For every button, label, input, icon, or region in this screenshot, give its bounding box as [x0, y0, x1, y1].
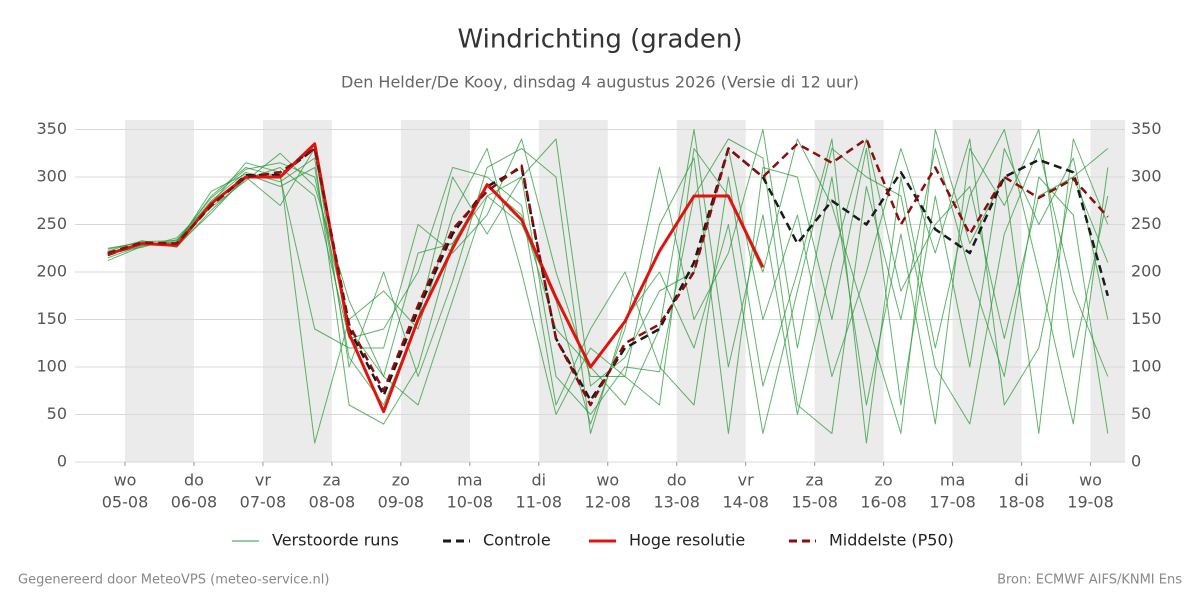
chart-title: Windrichting (graden) — [457, 25, 742, 55]
y2-tick-label: 300 — [1131, 167, 1162, 186]
legend-label: Hoge resolutie — [629, 531, 745, 550]
ensemble-line — [107, 138, 1109, 434]
x-tick-weekday: wo — [1079, 471, 1102, 490]
day-band — [400, 120, 470, 462]
legend-label: Verstoorde runs — [272, 531, 399, 550]
x-tick-weekday: di — [531, 471, 546, 490]
ensemble-line — [107, 148, 1109, 434]
x-tick-weekday: vr — [738, 471, 754, 490]
x-tick-weekday: za — [323, 471, 341, 490]
legend-label: Controle — [483, 531, 551, 550]
x-tick-label: 07-08 — [240, 493, 287, 512]
chart-subtitle: Den Helder/De Kooy, dinsdag 4 augustus 2… — [341, 73, 859, 92]
x-tick-label: 12-08 — [585, 493, 632, 512]
x-tick-label: 10-08 — [447, 493, 494, 512]
day-band — [125, 120, 194, 462]
y2-tick-label: 100 — [1131, 357, 1162, 376]
y2-tick-label: 250 — [1131, 214, 1162, 233]
x-tick-label: 06-08 — [171, 493, 218, 512]
x-tick-label: 14-08 — [722, 493, 769, 512]
x-tick-weekday: di — [1014, 471, 1029, 490]
ensemble-line — [107, 129, 1109, 444]
y2-tick-label: 50 — [1131, 404, 1151, 423]
y2-tick-label: 150 — [1131, 309, 1162, 328]
y-tick-label: 200 — [36, 262, 67, 281]
y-tick-label: 0 — [57, 452, 67, 471]
y-tick-label: 350 — [36, 119, 67, 138]
x-tick-label: 05-08 — [102, 493, 149, 512]
x-tick-label: 18-08 — [998, 493, 1045, 512]
x-tick-label: 11-08 — [516, 493, 563, 512]
day-band — [262, 120, 332, 462]
x-tick-label: 15-08 — [791, 493, 838, 512]
x-tick-label: 09-08 — [378, 493, 425, 512]
x-tick-weekday: do — [667, 471, 687, 490]
footer-left: Gegenereerd door MeteoVPS (meteo-service… — [18, 573, 329, 588]
ensemble-line — [107, 129, 1109, 415]
legend-label: Middelste (P50) — [829, 531, 954, 550]
footer-right: Bron: ECMWF AIFS/KNMI Ens — [997, 573, 1182, 588]
x-tick-label: 13-08 — [653, 493, 700, 512]
x-tick-weekday: ma — [940, 471, 965, 490]
y-tick-label: 50 — [47, 404, 67, 423]
x-tick-label: 17-08 — [929, 493, 976, 512]
x-tick-weekday: vr — [255, 471, 271, 490]
y2-tick-label: 350 — [1131, 119, 1162, 138]
y2-tick-label: 200 — [1131, 262, 1162, 281]
x-tick-weekday: zo — [875, 471, 893, 490]
y2-tick-label: 0 — [1131, 452, 1141, 471]
x-tick-weekday: za — [806, 471, 824, 490]
day-band — [952, 120, 1022, 462]
x-tick-weekday: ma — [457, 471, 482, 490]
series-line — [107, 137, 1109, 407]
x-tick-weekday: wo — [114, 471, 137, 490]
x-tick-weekday: wo — [596, 471, 619, 490]
ensemble-line — [107, 129, 1109, 444]
x-tick-label: 19-08 — [1067, 493, 1114, 512]
x-tick-label: 16-08 — [860, 493, 907, 512]
y-tick-label: 150 — [36, 309, 67, 328]
x-tick-weekday: zo — [392, 471, 410, 490]
y-tick-label: 300 — [36, 167, 67, 186]
x-tick-weekday: do — [184, 471, 204, 490]
y-tick-label: 250 — [36, 214, 67, 233]
y-tick-label: 100 — [36, 357, 67, 376]
x-tick-label: 08-08 — [309, 493, 356, 512]
